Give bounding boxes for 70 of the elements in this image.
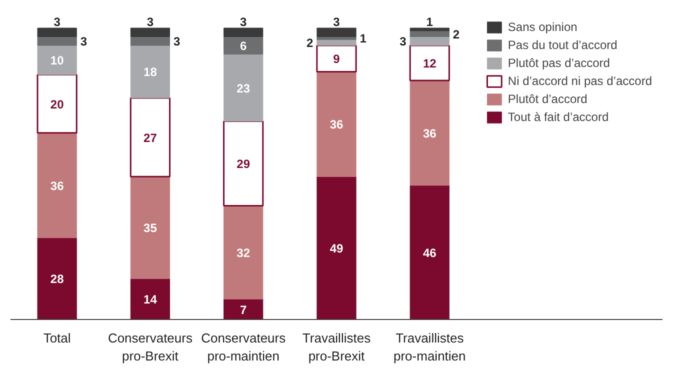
- data-label: 6: [240, 38, 248, 53]
- data-label: 3: [54, 15, 61, 30]
- bar: [316, 39, 356, 46]
- data-label: 18: [144, 65, 158, 80]
- bar: [224, 54, 264, 122]
- bar: [224, 28, 264, 37]
- data-label: 49: [330, 242, 344, 256]
- bar: [410, 185, 450, 320]
- data-label: 28: [50, 272, 64, 286]
- data-label: 1: [360, 32, 367, 46]
- data-label: 29: [236, 157, 250, 172]
- bar: [409, 44, 450, 82]
- bar: [37, 45, 77, 75]
- bar: [224, 298, 264, 320]
- data-label: 3: [240, 15, 248, 30]
- legend-label: Plutôt d’accord: [508, 92, 588, 106]
- data-label: 3: [80, 34, 88, 49]
- data-label: 46: [422, 246, 437, 260]
- bar: [130, 36, 170, 46]
- data-label: 36: [50, 178, 64, 193]
- bar: [37, 36, 77, 46]
- bar: [316, 71, 356, 177]
- data-label: 7: [240, 302, 248, 317]
- legend-label: Sans opinion: [508, 20, 578, 34]
- bar: [130, 278, 170, 320]
- data-label: 2: [306, 36, 314, 50]
- bar: [37, 132, 77, 238]
- data-label: 32: [236, 246, 250, 260]
- data-label: 3: [174, 34, 180, 49]
- data-label: 36: [422, 126, 437, 140]
- legend-label: Plutôt pas d’accord: [508, 56, 610, 70]
- bar: [224, 206, 264, 300]
- x-tick-label: Conservateurs pro-Brexit: [108, 330, 193, 364]
- data-label: 10: [50, 54, 64, 68]
- data-label: 35: [144, 221, 158, 236]
- bar: [36, 74, 78, 134]
- x-tick-label: Conservateurs pro-maintien: [201, 330, 286, 364]
- bar: [37, 238, 77, 320]
- data-label: 23: [236, 81, 250, 96]
- bar: [410, 30, 450, 37]
- x-tick-label: Travaillistes pro-maintien: [394, 330, 466, 364]
- data-label: 1: [426, 15, 434, 30]
- data-label: 2: [452, 27, 460, 42]
- bar: [224, 36, 264, 54]
- bar: [130, 176, 170, 279]
- bar: [130, 28, 170, 37]
- bar: [130, 45, 170, 98]
- bar: [410, 28, 450, 32]
- data-label: 27: [144, 130, 158, 145]
- data-label: 3: [400, 34, 407, 49]
- bar: [316, 176, 356, 320]
- bar: [316, 28, 356, 37]
- legend-label: Ni d’accord ni pas d’accord: [508, 74, 652, 88]
- data-label: 3: [333, 15, 340, 30]
- x-tick-label: Total: [43, 330, 71, 346]
- bar: [410, 36, 450, 46]
- x-tick-label: Travaillistes pro-Brexit: [302, 330, 372, 364]
- data-label: 3: [146, 15, 154, 30]
- bar: [130, 97, 171, 178]
- bar: [37, 28, 77, 37]
- data-label: 12: [422, 56, 437, 70]
- legend-label: Pas du tout d’accord: [508, 38, 618, 52]
- bar: [410, 80, 450, 186]
- bar: [223, 120, 264, 207]
- data-label: 9: [333, 52, 340, 66]
- bar: [316, 44, 357, 72]
- data-label: 14: [144, 292, 158, 307]
- legend-label: Tout à fait d’accord: [508, 110, 609, 124]
- data-label: 36: [330, 118, 344, 132]
- data-label: 20: [50, 97, 64, 112]
